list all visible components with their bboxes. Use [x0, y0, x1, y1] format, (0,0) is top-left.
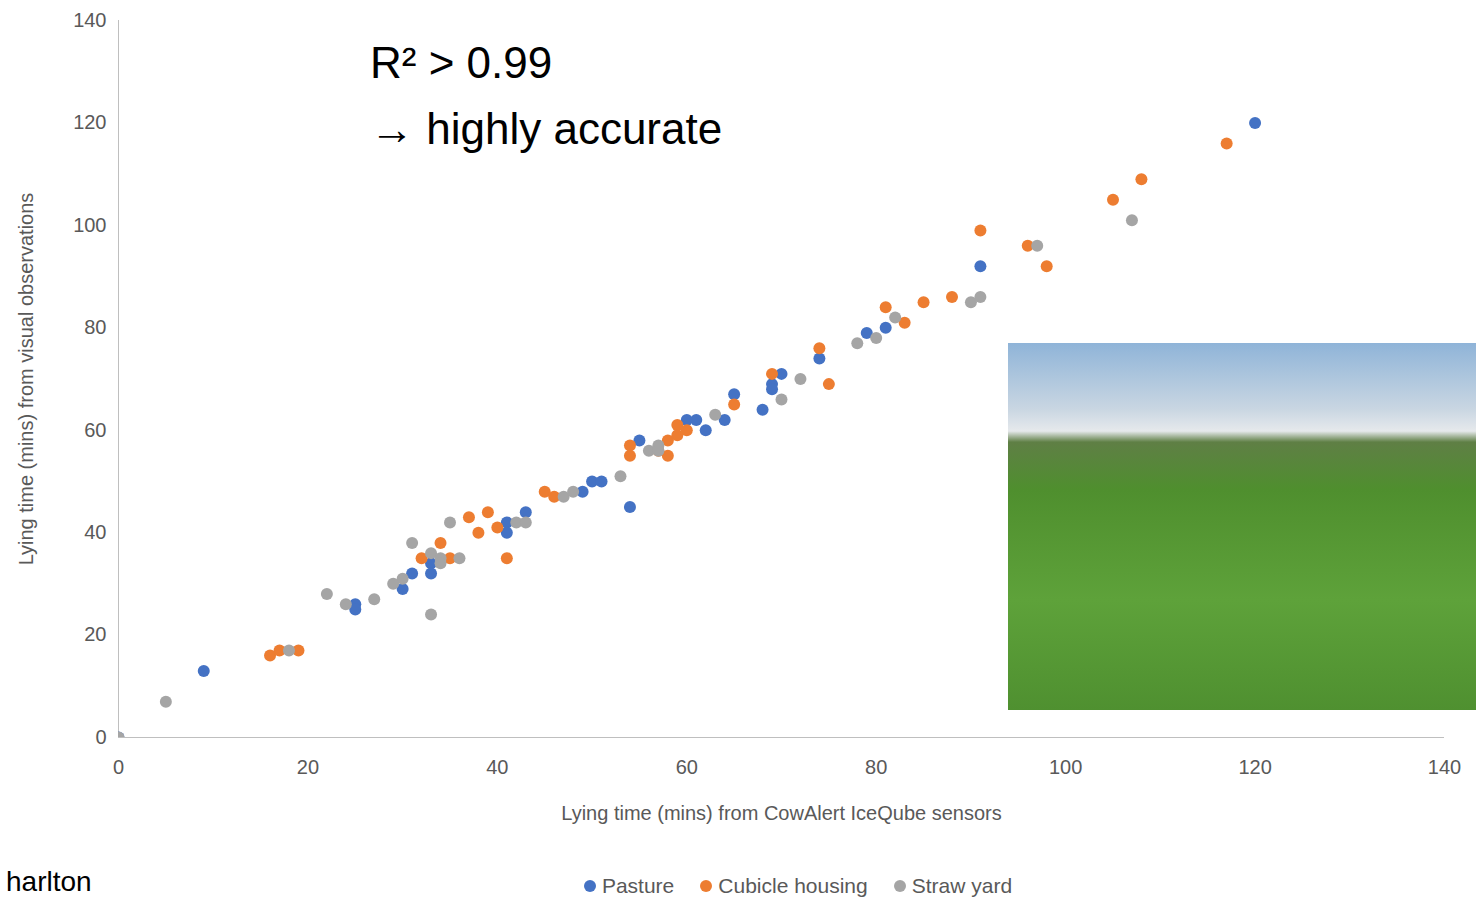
- svg-text:60: 60: [676, 756, 698, 778]
- html-text:→ highly accurate: → highly accurate: [370, 104, 723, 153]
- svg-text:140: 140: [73, 9, 106, 31]
- svg-text:80: 80: [84, 316, 106, 338]
- svg-text:20: 20: [297, 756, 319, 778]
- html-text:harlton: harlton: [6, 866, 92, 897]
- html-text:Cubicle housing: Cubicle housing: [718, 874, 868, 897]
- html-text:Pasture: Pasture: [601, 874, 675, 897]
- svg-text:Lying time (mins) from visual: Lying time (mins) from visual observatio…: [15, 193, 37, 566]
- html-text:R² > 0.99: R² > 0.99: [370, 38, 553, 87]
- svg-text:40: 40: [84, 521, 106, 543]
- svg-text:120: 120: [1238, 756, 1271, 778]
- svg-text:100: 100: [1049, 756, 1082, 778]
- svg-text:20: 20: [84, 623, 106, 645]
- svg-text:120: 120: [73, 111, 106, 133]
- svg-text:140: 140: [1428, 756, 1461, 778]
- svg-text:100: 100: [73, 214, 106, 236]
- svg-text:0: 0: [95, 726, 106, 748]
- svg-text:Lying time (mins) from CowAler: Lying time (mins) from CowAlert IceQube …: [561, 802, 1002, 824]
- svg-text:40: 40: [486, 756, 508, 778]
- svg-text:0: 0: [113, 756, 124, 778]
- html-text:Straw yard: Straw yard: [911, 874, 1013, 897]
- svg-text:80: 80: [865, 756, 887, 778]
- svg-text:60: 60: [84, 419, 106, 441]
